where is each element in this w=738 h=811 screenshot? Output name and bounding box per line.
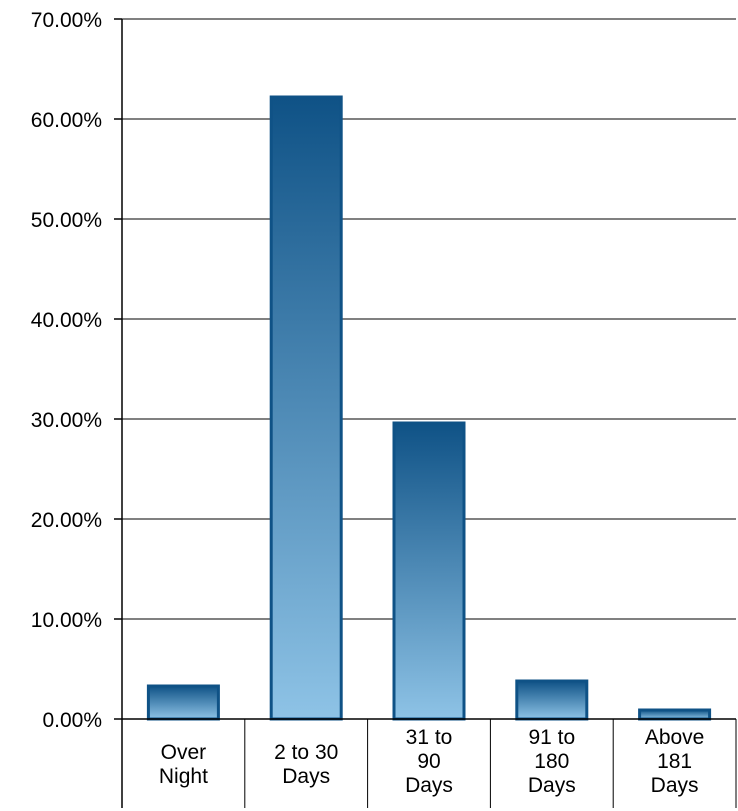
axes xyxy=(121,19,737,808)
y-tick-label: 30.00% xyxy=(31,409,102,432)
bars xyxy=(146,95,712,721)
bar xyxy=(515,679,589,721)
x-axis-category-labels: Over Night 2 to 30 Days 31 to 90 Days 91 to 180 D… xyxy=(159,726,704,797)
x-category-label: Over Night xyxy=(159,741,208,788)
x-category-label: 2 to 30 Days xyxy=(274,741,338,788)
bar xyxy=(638,708,712,721)
y-tick-label: 60.00% xyxy=(31,109,102,132)
y-axis-tick-labels: 0.00% 10.00% 20.00% 30.00% 40.00% 50.00% 60.00… xyxy=(31,9,102,732)
y-tick-label: 10.00% xyxy=(31,609,102,632)
bar xyxy=(392,421,466,721)
x-category-label: Above 181 Days xyxy=(645,726,705,797)
bar xyxy=(146,684,220,721)
x-category-label: 31 to 90 Days xyxy=(405,726,453,797)
bar xyxy=(269,95,343,721)
gridlines xyxy=(114,18,736,720)
y-tick-label: 40.00% xyxy=(31,309,102,332)
y-tick-label: 70.00% xyxy=(31,9,102,32)
y-tick-label: 20.00% xyxy=(31,509,102,532)
y-tick-label: 50.00% xyxy=(31,209,102,232)
x-category-label: 91 to 180 Days xyxy=(528,726,576,797)
y-tick-label: 0.00% xyxy=(42,709,102,732)
